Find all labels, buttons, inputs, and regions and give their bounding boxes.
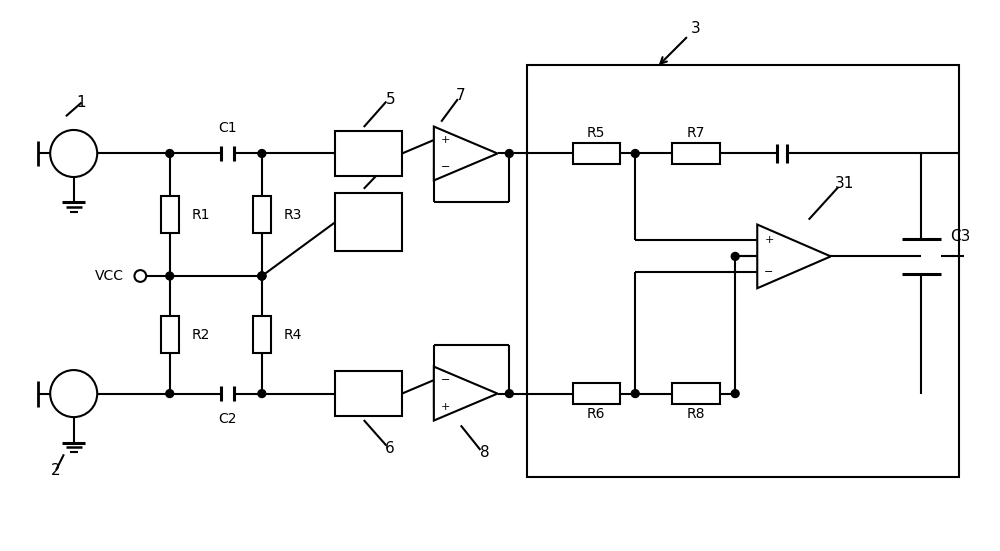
Text: R4: R4 [283,328,302,342]
Text: 1: 1 [77,95,86,110]
Text: −: − [441,162,450,172]
Circle shape [50,130,97,177]
Text: +: + [441,135,450,145]
Text: 4: 4 [385,156,395,171]
Text: R6: R6 [587,407,605,421]
Circle shape [258,272,266,280]
Text: −: − [441,375,450,385]
Text: 8: 8 [480,445,490,461]
Bar [335,193,402,251]
Text: 31: 31 [835,176,855,191]
Text: C3: C3 [950,229,971,244]
Circle shape [731,390,739,397]
Circle shape [631,390,639,397]
Bar [161,316,179,353]
Text: 5: 5 [385,92,395,107]
Bar [672,143,720,164]
Text: 7: 7 [456,88,466,102]
Circle shape [505,390,513,397]
Bar [161,196,179,234]
Circle shape [731,252,739,260]
Text: C2: C2 [218,412,237,426]
Polygon shape [757,225,831,288]
Text: 2: 2 [51,462,61,478]
Circle shape [166,149,174,158]
Text: +: + [441,402,450,412]
Bar [672,383,720,404]
Circle shape [258,149,266,158]
Circle shape [631,149,639,158]
Circle shape [166,390,174,397]
Circle shape [258,390,266,397]
Text: VCC: VCC [94,269,123,283]
Polygon shape [434,366,498,420]
Text: R3: R3 [283,208,302,222]
Circle shape [166,272,174,280]
Text: R1: R1 [191,208,210,222]
Circle shape [505,149,513,158]
Text: R8: R8 [687,407,705,421]
Text: +: + [764,235,774,245]
Bar [573,383,620,404]
Text: R2: R2 [191,328,210,342]
Bar [335,371,402,416]
Bar [253,316,271,353]
Bar [253,196,271,234]
Polygon shape [434,127,498,180]
Bar [335,131,402,176]
Text: 6: 6 [385,441,395,456]
Text: −: − [764,267,774,277]
Text: C1: C1 [218,121,237,135]
Text: R5: R5 [587,126,605,140]
Bar [527,65,959,477]
Circle shape [258,272,266,280]
Circle shape [258,272,266,280]
Circle shape [134,270,146,282]
Circle shape [50,370,97,417]
Bar [573,143,620,164]
Text: 3: 3 [660,20,701,63]
Text: R7: R7 [687,126,705,140]
